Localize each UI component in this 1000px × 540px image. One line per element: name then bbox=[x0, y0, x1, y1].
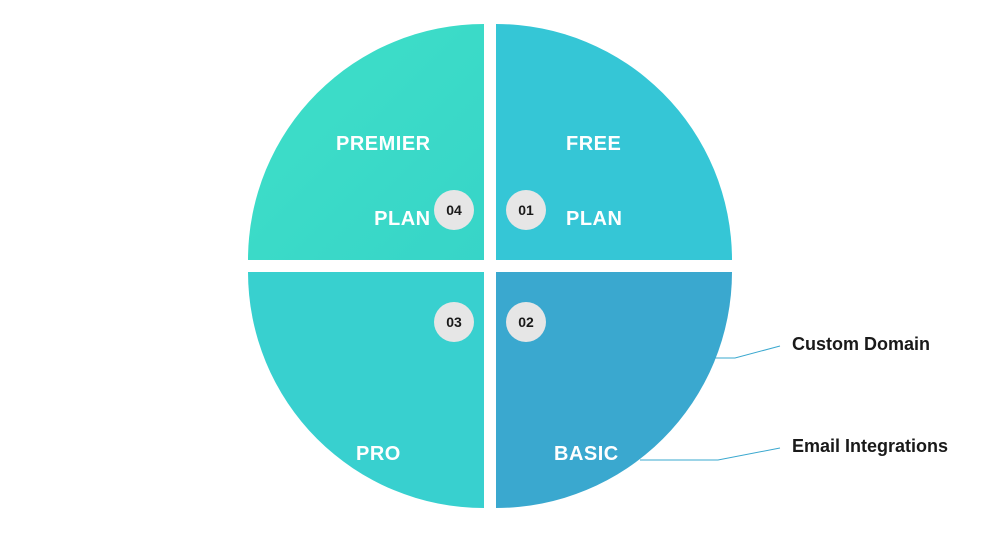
badge-01-text: 01 bbox=[518, 202, 534, 218]
badge-01: 01 bbox=[506, 190, 546, 230]
quadrant-premier-line2: PLAN bbox=[336, 207, 431, 232]
quadrant-free-label: FREE PLAN bbox=[566, 82, 622, 260]
quadrant-basic-line1: BASIC bbox=[554, 442, 619, 467]
quadrant-pro: PRO PLAN 03 bbox=[248, 272, 484, 508]
callout-custom-domain-label: Custom Domain bbox=[792, 334, 930, 354]
quadrant-premier-label: PREMIER PLAN bbox=[336, 82, 431, 260]
quadrant-free-line2: PLAN bbox=[566, 207, 622, 232]
badge-03: 03 bbox=[434, 302, 474, 342]
quadrant-free-line1: FREE bbox=[566, 132, 622, 157]
quadrant-pro-line1: PRO bbox=[356, 442, 412, 467]
quadrant-basic: BASIC PLAN 02 bbox=[496, 272, 732, 508]
plan-pie: PREMIER PLAN 04 FREE PLAN 01 PRO PLAN bbox=[248, 24, 732, 508]
quadrant-premier-line1: PREMIER bbox=[336, 132, 431, 157]
quadrant-basic-label: BASIC PLAN bbox=[554, 392, 619, 508]
badge-04: 04 bbox=[434, 190, 474, 230]
callout-email-integrations-label: Email Integrations bbox=[792, 436, 948, 456]
quadrant-premier: PREMIER PLAN 04 bbox=[248, 24, 484, 260]
badge-03-text: 03 bbox=[446, 314, 462, 330]
callout-custom-domain: Custom Domain bbox=[792, 334, 930, 355]
infographic-stage: PREMIER PLAN 04 FREE PLAN 01 PRO PLAN bbox=[0, 0, 1000, 540]
quadrant-free: FREE PLAN 01 bbox=[496, 24, 732, 260]
callout-email-integrations: Email Integrations bbox=[792, 436, 948, 457]
badge-02-text: 02 bbox=[518, 314, 534, 330]
badge-04-text: 04 bbox=[446, 202, 462, 218]
quadrant-pro-label: PRO PLAN bbox=[356, 392, 412, 508]
badge-02: 02 bbox=[506, 302, 546, 342]
